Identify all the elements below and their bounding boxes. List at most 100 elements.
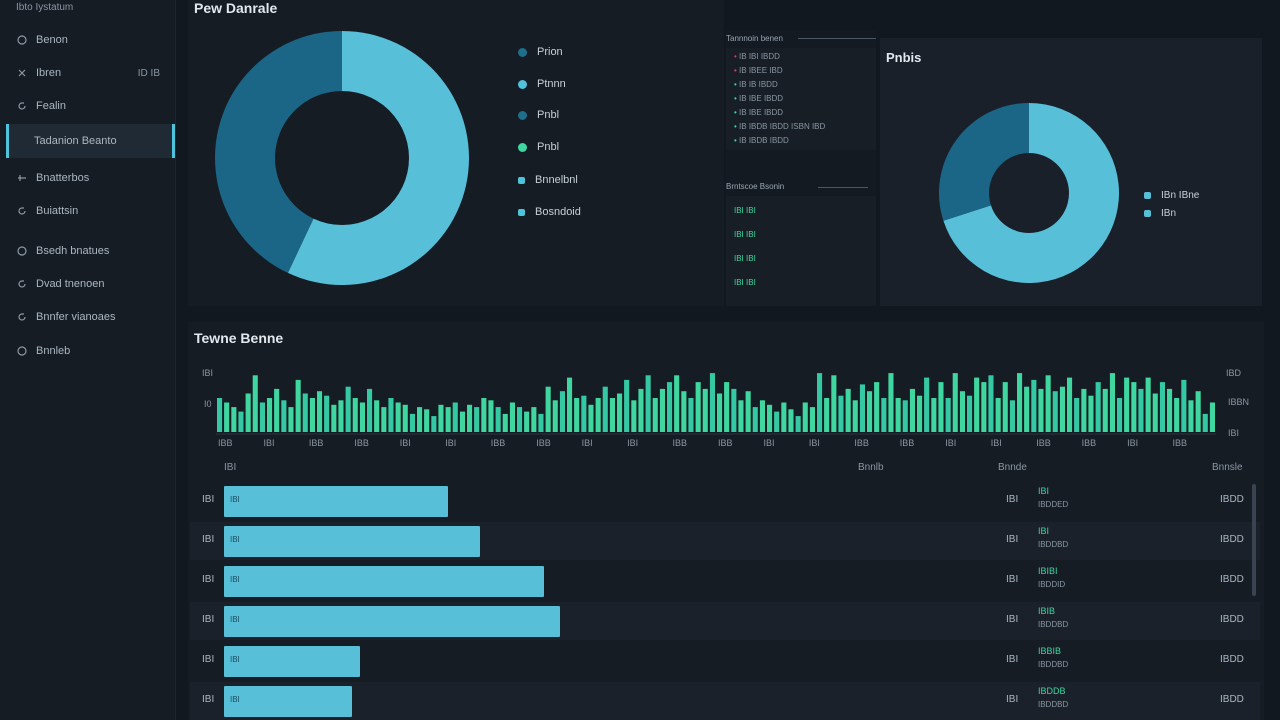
legend-item: Ptnnn — [518, 78, 566, 90]
row-cell-sub: IBDDBD — [1038, 700, 1069, 709]
row-bar-label: IBI — [230, 495, 240, 504]
timeline-bar — [809, 407, 815, 432]
sidebar: Ibto Iystatum Benon Ibren ID IB Fealin T… — [0, 0, 176, 720]
sidebar-item-8[interactable]: Bnnfer vianoaes — [0, 300, 176, 334]
timeline-bar — [931, 398, 937, 432]
legend-swatch — [518, 47, 527, 57]
timeline-bar — [538, 413, 544, 432]
row-cell: IBI — [1006, 534, 1019, 545]
donut-slice — [214, 31, 342, 273]
timeline-bar — [524, 411, 530, 432]
sidebar-item-0[interactable]: Benon — [0, 23, 176, 57]
sidebar-item-4[interactable]: Bnatterbos — [0, 161, 176, 195]
timeline-bar — [652, 398, 658, 432]
legend-item: IBn IBne — [1144, 190, 1199, 201]
log-line: IBI IBI — [734, 278, 756, 287]
row-cell-status: IBBIB — [1038, 646, 1062, 656]
sidebar-item-extra: ID IB — [137, 67, 160, 79]
timeline-bar — [338, 400, 344, 432]
log-line-3: • IB IBE IBDD — [734, 94, 784, 103]
timeline-bar — [602, 386, 608, 432]
log-list: • IB IBI IBDD • IB IBEE IBD • IB IB IBDD… — [726, 48, 876, 150]
refresh-icon — [16, 278, 28, 290]
row-cell: IBDD — [1220, 654, 1244, 665]
legend-label: Ptnnn — [537, 78, 566, 90]
sidebar-item-label: Bnatterbos — [36, 172, 90, 184]
timeline-bar — [295, 379, 301, 432]
row-bar-label: IBI — [230, 535, 240, 544]
timeline-bar — [695, 382, 701, 432]
x-tick: IBI — [809, 438, 820, 448]
timeline-bar — [1052, 391, 1058, 432]
scrollbar[interactable] — [1252, 484, 1256, 596]
x-tick: IBB — [354, 438, 369, 448]
timeline-bar — [867, 391, 873, 432]
table-row[interactable]: IBI IBI IBI IBIBI IBDDID IBDD — [190, 562, 1260, 600]
timeline-bar — [1038, 388, 1044, 432]
timeline-bar — [774, 411, 780, 432]
table-row[interactable]: IBI IBI IBI IBIB IBDDBD IBDD — [190, 602, 1260, 640]
sidebar-item-3[interactable]: Tadanion Beanto — [6, 124, 175, 158]
timeline-bar — [888, 373, 894, 432]
timeline-bar — [1017, 373, 1023, 432]
timeline-bar — [802, 402, 808, 432]
log-line: IBI IBI — [734, 206, 756, 215]
row-bar-label: IBI — [230, 575, 240, 584]
timeline-title: Tewne Benne — [194, 330, 284, 346]
sidebar-item-7[interactable]: Dvad tnenoen — [0, 267, 176, 301]
timeline-bar — [824, 398, 830, 432]
timeline-bar — [467, 404, 473, 432]
sidebar-item-label: Dvad tnenoen — [36, 278, 105, 290]
row-label: IBI — [202, 614, 215, 625]
timeline-bar — [1002, 382, 1008, 432]
row-cell-sub: IBDDID — [1038, 580, 1066, 589]
row-cell-status: IBI — [1038, 486, 1050, 496]
table-row[interactable]: IBI IBI IBI IBBIB IBDDBD IBDD — [190, 642, 1260, 680]
legend-swatch — [518, 176, 525, 184]
x-tick: IBB — [1036, 438, 1051, 448]
row-cell-status: IBDDB — [1038, 686, 1066, 696]
timeline-bar — [1081, 388, 1087, 432]
donut-panel-title: Pew Danrale — [194, 0, 278, 16]
sidebar-item-6[interactable]: Bsedh bnatues — [0, 234, 176, 268]
legend-label: Pnbl — [537, 141, 560, 153]
legend-label: Pnbl — [537, 109, 560, 121]
row-label: IBI — [202, 494, 215, 505]
timeline-bar — [488, 400, 494, 432]
y-tick: IBI — [202, 368, 214, 378]
legend-label: IBn IBne — [1161, 190, 1200, 201]
timeline-bar — [302, 393, 308, 432]
table-row[interactable]: IBI IBI IBI IBDDB IBDDBD IBDD — [190, 682, 1260, 720]
timeline-bar — [781, 402, 787, 432]
x-tick: IBB — [309, 438, 324, 448]
timeline-bar — [1159, 382, 1165, 432]
timeline-bar — [1009, 400, 1015, 432]
sidebar-item-9[interactable]: Bnnleb — [0, 334, 176, 368]
sidebar-item-1[interactable]: Ibren ID IB — [0, 56, 176, 90]
circle-icon — [16, 34, 28, 46]
column-header: Bnnsle — [1212, 462, 1243, 473]
table-row[interactable]: IBI IBI IBI IBI IBDDBD IBDD — [190, 522, 1260, 560]
refresh-icon — [16, 205, 28, 217]
timeline-bar — [481, 398, 487, 432]
row-bar: IBI — [224, 686, 352, 717]
timeline-bar — [717, 393, 723, 432]
timeline-bar — [917, 395, 923, 432]
timeline-bar — [267, 398, 273, 432]
x-tick: IBI — [582, 438, 593, 448]
table-row[interactable]: IBI IBI IBI IBI IBDDED IBDD — [190, 482, 1260, 520]
timeline-bar — [409, 413, 415, 432]
link-icon — [16, 172, 28, 184]
refresh-icon — [16, 100, 28, 112]
x-tick: IBB — [1173, 438, 1188, 448]
log-list-2: IBI IBI IBI IBI IBI IBI IBI IBI — [726, 196, 876, 306]
x-tick: IBI — [764, 438, 775, 448]
timeline-bar — [231, 407, 237, 432]
timeline-bar — [1045, 375, 1051, 432]
x-tick: IBB — [1082, 438, 1097, 448]
sidebar-item-2[interactable]: Fealin — [0, 89, 176, 123]
donut-slice — [943, 103, 1119, 283]
timeline-bar — [1088, 395, 1094, 432]
row-cell: IBDD — [1220, 534, 1244, 545]
sidebar-item-5[interactable]: Buiattsin — [0, 194, 176, 228]
